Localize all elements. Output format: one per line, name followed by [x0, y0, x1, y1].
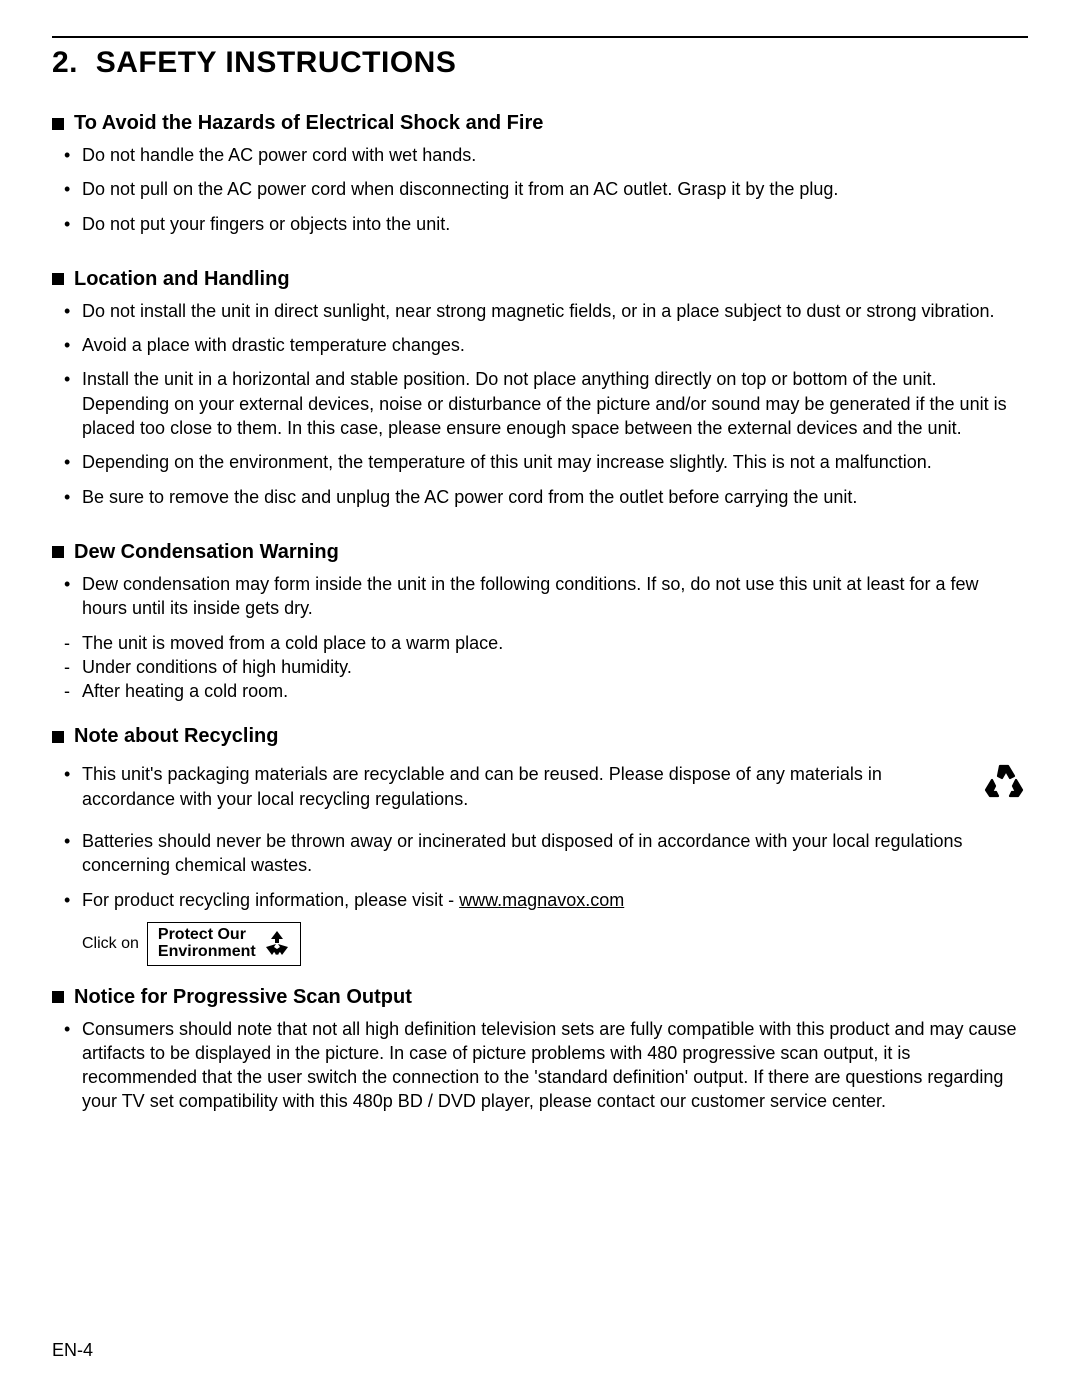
page: 2. SAFETY INSTRUCTIONS To Avoid the Haza… — [0, 0, 1080, 1114]
heading-text: Dew Condensation Warning — [74, 541, 339, 564]
list-item: This unit's packaging materials are recy… — [52, 762, 960, 811]
dew-list: Dew condensation may form inside the uni… — [52, 572, 1028, 621]
hazards-list: Do not handle the AC power cord with wet… — [52, 143, 1028, 236]
list-item: Consumers should note that not all high … — [52, 1017, 1028, 1114]
list-item: Be sure to remove the disc and unplug th… — [52, 485, 1028, 509]
square-bullet-icon — [52, 118, 64, 130]
location-list: Do not install the unit in direct sunlig… — [52, 299, 1028, 509]
list-item: Dew condensation may form inside the uni… — [52, 572, 1028, 621]
list-item: Do not put your fingers or objects into … — [52, 212, 1028, 236]
square-bullet-icon — [52, 991, 64, 1003]
section-heading-location: Location and Handling — [52, 268, 1028, 291]
section-heading-recycle: Note about Recycling — [52, 725, 1028, 748]
recycle-list-2: Batteries should never be thrown away or… — [52, 829, 1028, 912]
progressive-list: Consumers should note that not all high … — [52, 1017, 1028, 1114]
env-line2: Environment — [158, 944, 256, 961]
env-line1: Protect Our — [158, 927, 256, 944]
list-item: Do not handle the AC power cord with wet… — [52, 143, 1028, 167]
magnavox-link[interactable]: www.magnavox.com — [459, 890, 624, 910]
recycle-row: This unit's packaging materials are recy… — [52, 754, 1028, 821]
heading-text: To Avoid the Hazards of Electrical Shock… — [74, 112, 543, 135]
list-item: For product recycling information, pleas… — [52, 888, 1028, 912]
square-bullet-icon — [52, 546, 64, 558]
list-item: Batteries should never be thrown away or… — [52, 829, 1028, 878]
protect-environment-button[interactable]: Protect Our Environment — [147, 922, 301, 966]
clickon-label: Click on — [82, 935, 139, 953]
heading-text: Note about Recycling — [74, 725, 278, 748]
section-heading-progressive: Notice for Progressive Scan Output — [52, 986, 1028, 1009]
list-item: Depending on the environment, the temper… — [52, 450, 1028, 474]
square-bullet-icon — [52, 731, 64, 743]
heading-text: Location and Handling — [74, 268, 290, 291]
list-item: Install the unit in a horizontal and sta… — [52, 367, 1028, 440]
list-item: Do not pull on the AC power cord when di… — [52, 177, 1028, 201]
env-text: Protect Our Environment — [158, 927, 256, 961]
list-item: Avoid a place with drastic temperature c… — [52, 333, 1028, 357]
recycle-icon — [980, 758, 1028, 806]
top-rule — [52, 36, 1028, 38]
chapter-number: 2. — [52, 46, 78, 79]
square-bullet-icon — [52, 273, 64, 285]
recycle-list: This unit's packaging materials are recy… — [52, 754, 960, 821]
list-item: Under conditions of high humidity. — [52, 655, 1028, 679]
page-number: EN-4 — [52, 1340, 93, 1361]
section-heading-hazards: To Avoid the Hazards of Electrical Shock… — [52, 112, 1028, 135]
list-item: After heating a cold room. — [52, 679, 1028, 703]
dew-sublist: The unit is moved from a cold place to a… — [52, 631, 1028, 704]
chapter-text: SAFETY INSTRUCTIONS — [96, 46, 457, 79]
heading-text: Notice for Progressive Scan Output — [74, 986, 412, 1009]
list-item: Do not install the unit in direct sunlig… — [52, 299, 1028, 323]
list-item: The unit is moved from a cold place to a… — [52, 631, 1028, 655]
recycle-arrows-icon — [262, 929, 292, 959]
chapter-title: 2. SAFETY INSTRUCTIONS — [52, 46, 1028, 80]
section-heading-dew: Dew Condensation Warning — [52, 541, 1028, 564]
recycle-link-prefix: For product recycling information, pleas… — [82, 890, 459, 910]
clickon-row: Click on Protect Our Environment — [82, 922, 1028, 966]
